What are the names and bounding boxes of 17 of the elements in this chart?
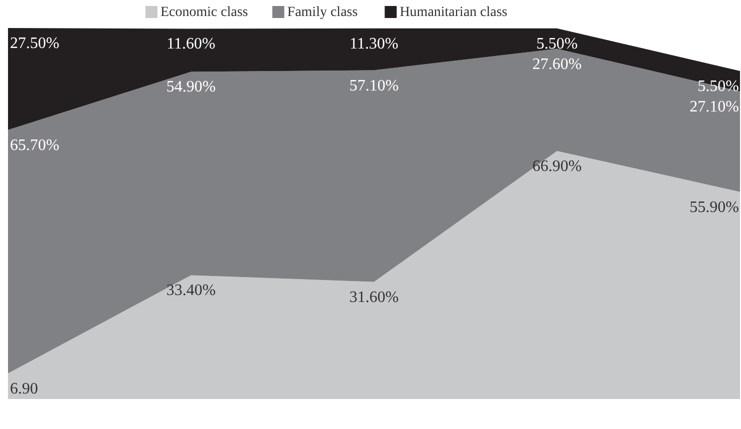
data-label: 57.10% — [349, 77, 399, 94]
data-label: 27.10% — [690, 98, 739, 116]
legend-label: Humanitarian class — [400, 5, 508, 20]
data-label: 66.90% — [532, 158, 582, 176]
data-label: 33.40% — [166, 282, 216, 300]
data-label: 11.60% — [166, 36, 216, 53]
data-label: 27.50% — [10, 35, 60, 52]
data-label: 5.50% — [536, 35, 578, 52]
data-label: 65.70% — [10, 136, 60, 154]
legend-label: Family class — [287, 5, 358, 20]
data-label: 27.60% — [532, 56, 582, 73]
data-label: 55.90% — [690, 198, 739, 216]
legend-label: Economic class — [160, 5, 248, 20]
data-label: 6.90 — [10, 380, 38, 398]
data-label: 31.60% — [349, 288, 399, 306]
data-label: 54.90% — [166, 78, 216, 96]
data-label: 11.30% — [350, 35, 398, 52]
